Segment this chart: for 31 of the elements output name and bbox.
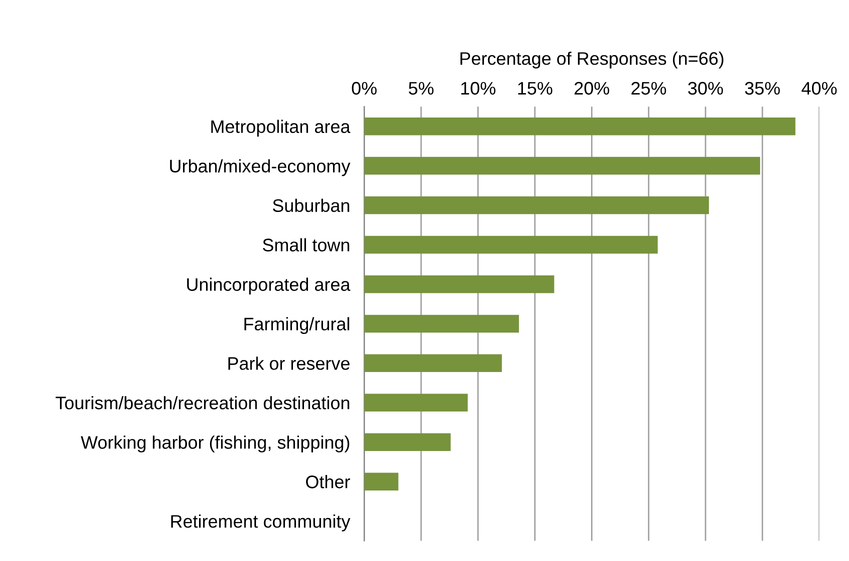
y-tick-label: Suburban (272, 198, 350, 212)
bar (364, 275, 554, 294)
bar (364, 196, 709, 214)
y-tick-label: Unincorporated area (187, 278, 350, 295)
y-tick-label: Retirement community (171, 514, 350, 532)
bar (364, 314, 519, 333)
y-tick-label: Tourism/beach/recreation destination (56, 396, 350, 410)
bar (364, 156, 760, 175)
x-tick-label: 20% (574, 82, 610, 95)
bar (364, 117, 796, 136)
x-axis-title: Percentage of Responses (n=66) (460, 52, 724, 69)
x-tick-label: 35% (745, 82, 780, 95)
y-tick-label: Working harbor (fishing, shipping) (80, 436, 350, 452)
bar (364, 394, 468, 412)
x-tick-label: 10% (461, 82, 496, 95)
y-tick-label: Park or reserve (228, 356, 350, 370)
x-tick-label: 30% (688, 82, 723, 95)
bar (364, 433, 451, 451)
bar (364, 472, 398, 490)
x-tick-label: 25% (631, 82, 666, 95)
y-tick-label: Small town (262, 238, 350, 252)
y-tick-label: Farming/rural (244, 317, 350, 334)
x-tick-label: 5% (408, 82, 434, 95)
y-tick-label: Urban/mixed-economy (170, 159, 350, 176)
y-tick-label: Other (306, 475, 350, 488)
x-tick-label: 15% (518, 82, 552, 95)
bar (364, 236, 658, 254)
x-tick-label: 40% (802, 82, 837, 95)
x-tick-label: 0% (352, 82, 377, 95)
y-tick-label: Metropolitan area (211, 120, 350, 137)
bar (364, 354, 502, 372)
